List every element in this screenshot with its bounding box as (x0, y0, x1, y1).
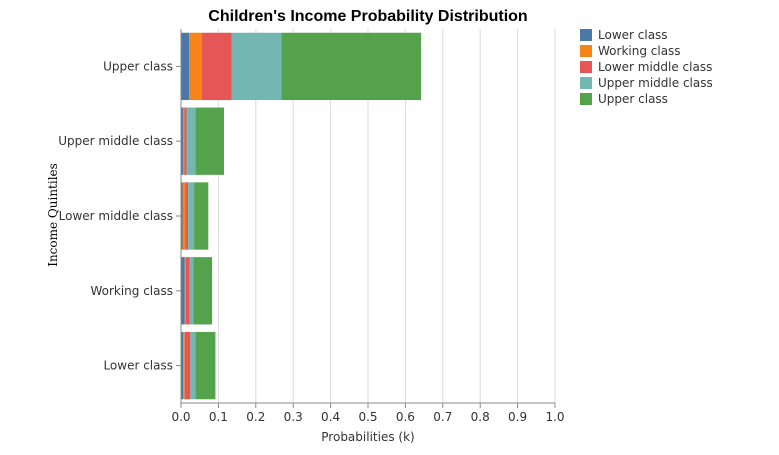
x-tick-label: 0.6 (396, 410, 415, 424)
legend-swatch (580, 77, 592, 89)
legend-swatch (580, 45, 592, 57)
y-tick-label: Upper middle class (58, 134, 173, 148)
axes: 0.0 0.1 0.2 0.3 0.4 0.5 0.6 0.7 0.8 0.9 1.0 Upper c… (58, 29, 565, 424)
bar-segment (185, 257, 190, 325)
legend-label: Lower middle class (598, 60, 712, 74)
bar-segment (188, 182, 195, 250)
x-tick-label: 0.5 (358, 410, 377, 424)
x-tick-label: 0.0 (171, 410, 190, 424)
chart-title: Children's Income Probability Distributi… (208, 8, 527, 25)
bar-segment (190, 331, 196, 400)
x-tick-label: 0.4 (321, 410, 340, 424)
bars (181, 32, 422, 400)
x-tick-label: 0.9 (508, 410, 527, 424)
y-tick-label: Upper class (103, 59, 173, 73)
x-tick-label: 1.0 (545, 410, 564, 424)
bar-segment (183, 331, 185, 400)
bar-segment (186, 107, 196, 175)
bar-segment (181, 32, 190, 101)
y-axis-title: Income Quintiles (46, 163, 60, 267)
bar-segment (181, 257, 185, 325)
legend-swatch (580, 93, 592, 105)
legend-label: Upper middle class (598, 76, 713, 90)
legend: Lower class Working class Lower middle cla… (580, 28, 713, 106)
bar-segment (195, 107, 225, 175)
bar-segment (185, 182, 189, 250)
bar-segment (193, 257, 213, 325)
bar-segment (189, 32, 202, 101)
y-tick-label: Lower middle class (59, 209, 173, 223)
bar-segment (184, 331, 191, 400)
x-tick-label: 0.7 (433, 410, 452, 424)
x-tick-label: 0.8 (471, 410, 490, 424)
y-tick-label: Working class (90, 284, 173, 298)
legend-label: Working class (598, 44, 681, 58)
legend-label: Upper class (598, 92, 668, 106)
y-tick-label: Lower class (103, 359, 173, 373)
x-tick-label: 0.3 (284, 410, 303, 424)
bar-segment (184, 107, 187, 175)
bar-segment (281, 32, 422, 101)
bar-segment (181, 107, 184, 175)
legend-swatch (580, 61, 592, 73)
bar-segment (231, 32, 282, 101)
x-tick-label: 0.2 (246, 410, 265, 424)
bar-segment (182, 182, 186, 250)
bar-segment (201, 32, 232, 101)
bar-segment (181, 331, 184, 400)
bar-segment (189, 257, 194, 325)
bar-segment (184, 257, 186, 325)
bar-segment (181, 182, 183, 250)
bar-segment (183, 107, 185, 175)
x-axis-title: Probabilities (k) (321, 430, 414, 444)
legend-label: Lower class (598, 28, 668, 42)
x-tick-label: 0.1 (209, 410, 228, 424)
bar-segment (195, 331, 216, 400)
legend-swatch (580, 29, 592, 41)
bar-segment (194, 182, 209, 250)
